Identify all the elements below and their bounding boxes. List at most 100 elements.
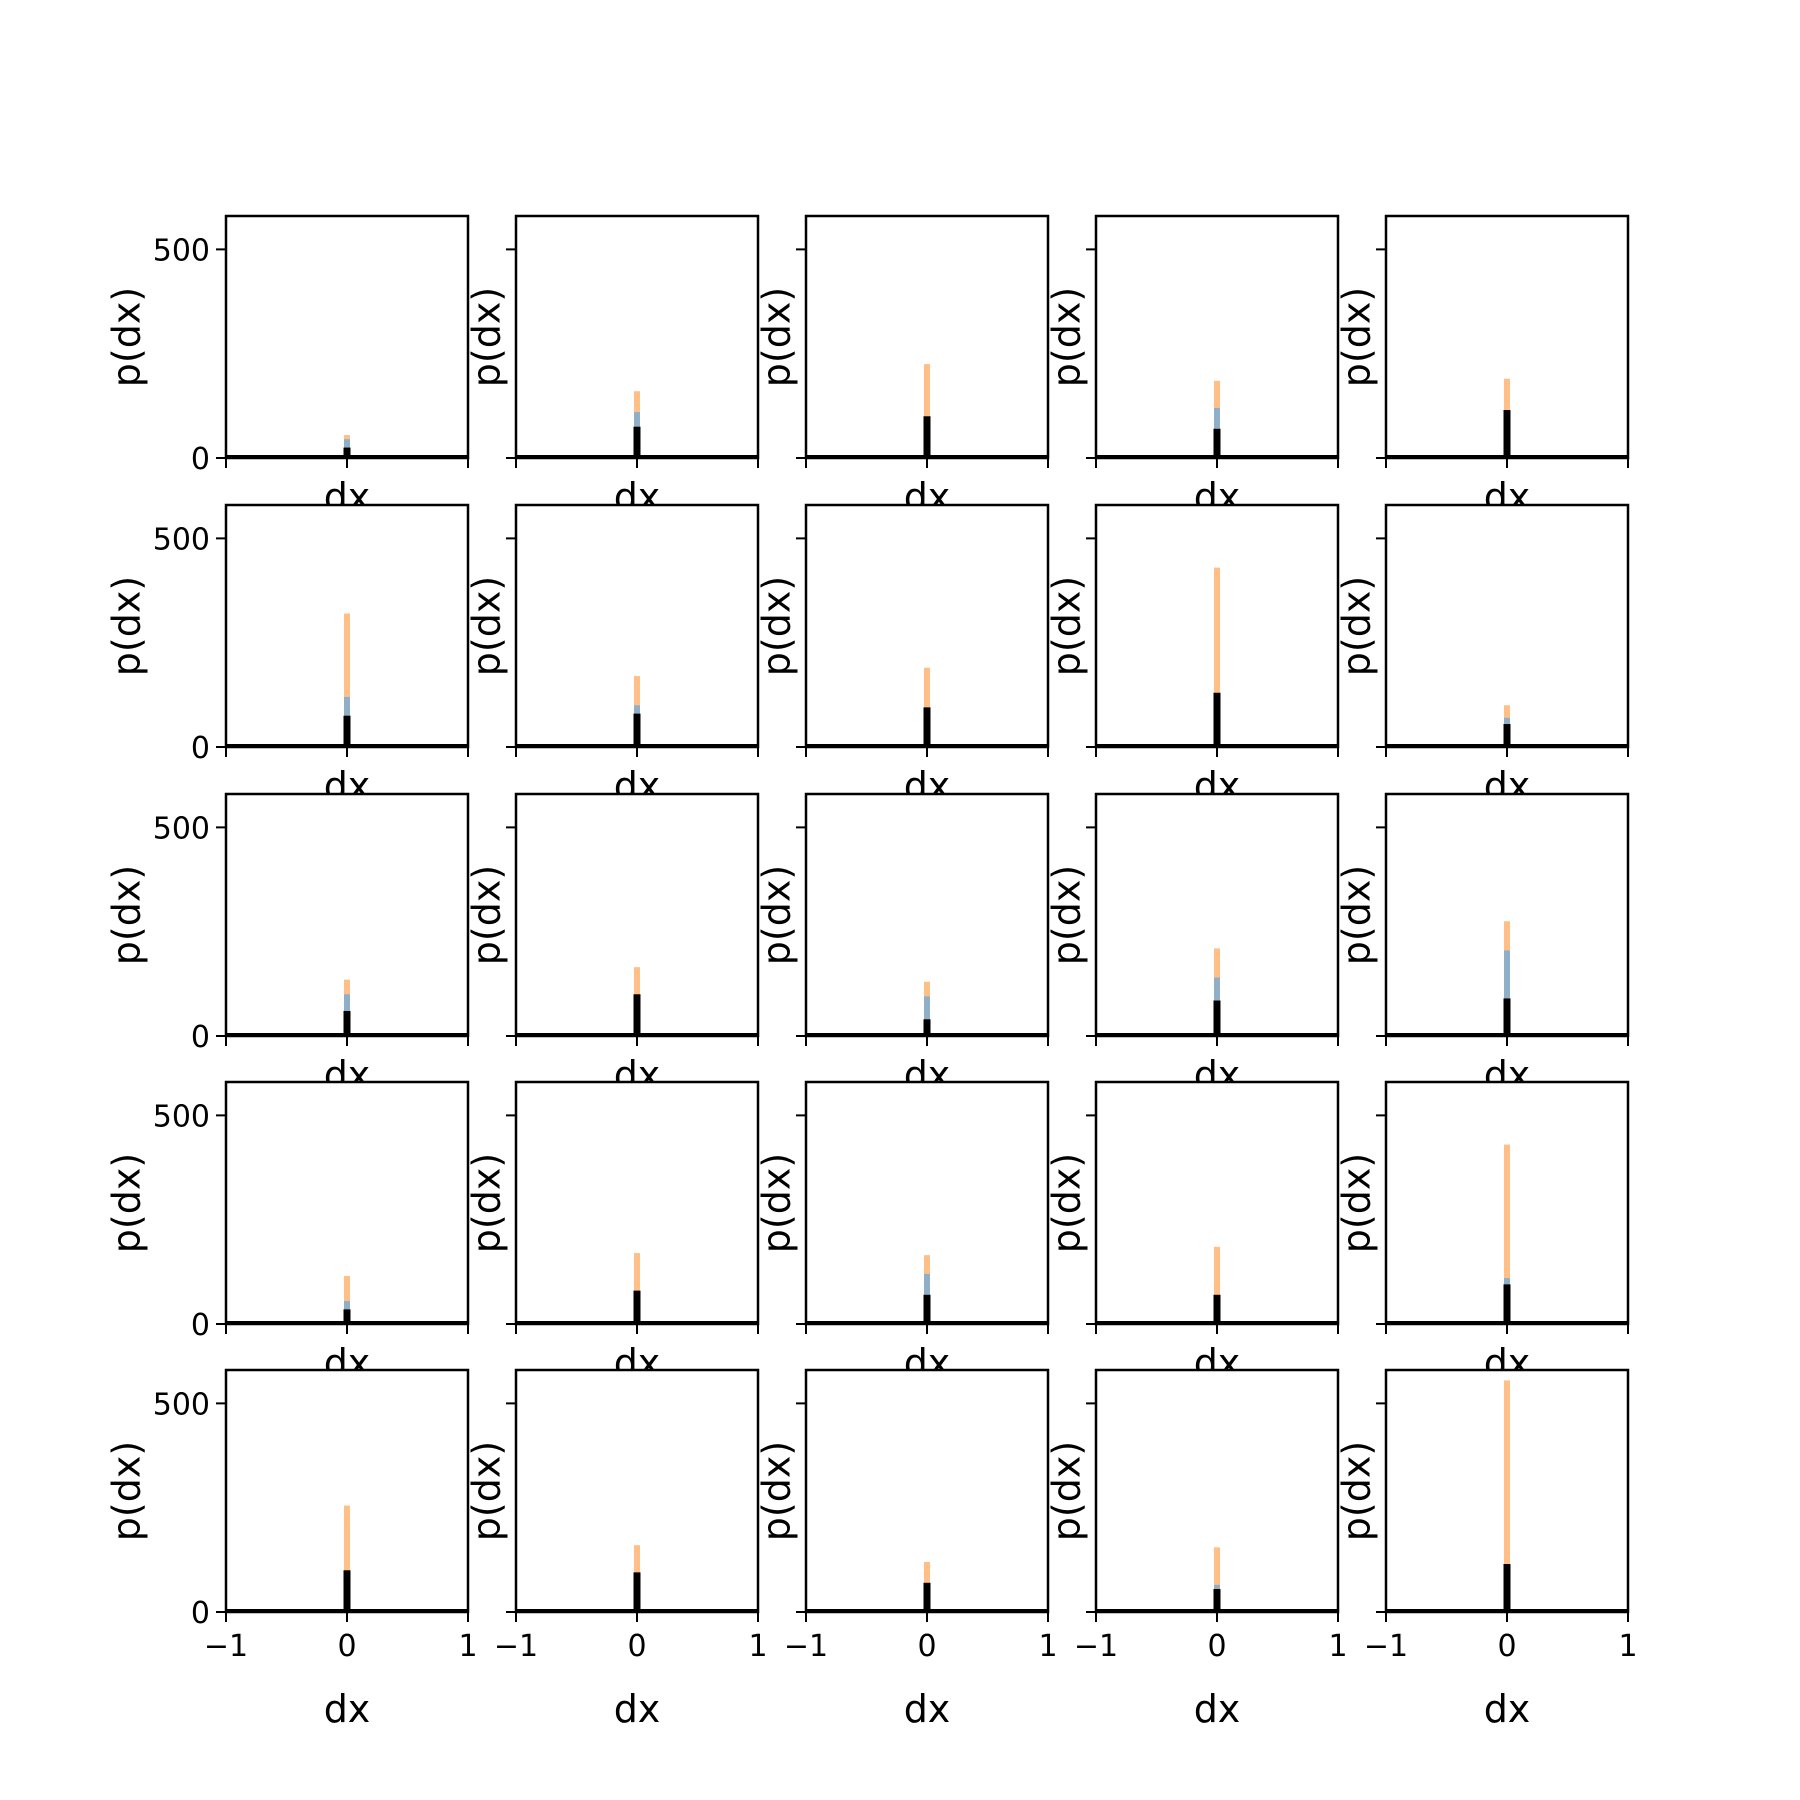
histogram-bar-orange — [1214, 567, 1220, 747]
y-tick-label: 0 — [191, 1308, 210, 1343]
y-axis-label: p(dx) — [464, 865, 508, 965]
y-axis-label: p(dx) — [1334, 1153, 1378, 1253]
y-tick-label: 0 — [191, 731, 210, 766]
y-axis-label: p(dx) — [464, 1441, 508, 1541]
histogram-bar-black — [633, 994, 641, 1036]
subplot-plot-area — [226, 216, 468, 458]
y-tick-label: 500 — [153, 233, 210, 268]
histogram-bar-black — [633, 713, 641, 747]
x-tick-label: −1 — [1364, 1629, 1408, 1664]
x-axis-label: dx — [324, 1687, 371, 1731]
x-tick-label: 1 — [1618, 1629, 1637, 1664]
histogram-bar-black — [1503, 410, 1511, 458]
subplot-r3-c2: dxp(dx) — [464, 792, 760, 1097]
subplot-r5-c3: −1 0 1 dx p(dx) — [754, 1368, 1058, 1731]
y-axis-label: p(dx) — [1044, 287, 1088, 387]
y-axis-label: p(dx) — [464, 287, 508, 387]
x-tick-label: 0 — [337, 1629, 356, 1664]
x-tick-label: 0 — [1497, 1629, 1516, 1664]
histogram-bar-black — [343, 1570, 351, 1612]
x-tick-label: −1 — [784, 1629, 828, 1664]
y-tick-label: 0 — [191, 1596, 210, 1631]
histogram-bar-black — [1213, 1294, 1221, 1324]
y-tick-label: 500 — [153, 811, 210, 846]
histogram-bar-orange — [344, 1505, 350, 1612]
subplot-r1-c5: dxp(dx) — [1334, 214, 1630, 519]
histogram-bar-black — [1213, 1000, 1221, 1036]
subplot-r4-c2: dxp(dx) — [464, 1080, 760, 1385]
x-tick-label: 0 — [1207, 1629, 1226, 1664]
x-tick-label: 0 — [627, 1629, 646, 1664]
histogram-bar-black — [633, 1572, 641, 1612]
subplot-r2-c2: dxp(dx) — [464, 503, 760, 808]
y-axis-label: p(dx) — [104, 287, 148, 387]
histogram-bar-black — [923, 1582, 931, 1612]
histogram-bar-orange — [344, 613, 350, 747]
histogram-bar-black — [923, 1294, 931, 1324]
y-axis-label: p(dx) — [464, 1153, 508, 1253]
x-tick-label: −1 — [1074, 1629, 1118, 1664]
histogram-bar-black — [343, 715, 351, 747]
histogram-bar-black — [1213, 428, 1221, 458]
histogram-bar-black — [343, 1309, 351, 1324]
histogram-bar-black — [1503, 1284, 1511, 1324]
y-axis-label: p(dx) — [754, 1441, 798, 1541]
histogram-bar-black — [923, 707, 931, 747]
histogram-bar-orange — [1504, 1380, 1510, 1612]
histogram-bar-orange — [344, 1276, 350, 1324]
x-axis-label: dx — [904, 1687, 951, 1731]
y-axis-label: p(dx) — [104, 865, 148, 965]
y-axis-label: p(dx) — [754, 287, 798, 387]
histogram-bar-orange — [1504, 1144, 1510, 1324]
histogram-bar-black — [633, 426, 641, 458]
y-tick-label: 0 — [191, 1020, 210, 1055]
histogram-bar-orange — [634, 1253, 640, 1324]
histogram-bar-black — [1503, 998, 1511, 1036]
histogram-bar-black — [1503, 1564, 1511, 1612]
histogram-bar-black — [1503, 724, 1511, 747]
subplot-r1-c4: dxp(dx) — [1044, 214, 1340, 519]
histogram-bar-blue — [924, 996, 930, 1036]
y-axis-label: p(dx) — [754, 865, 798, 965]
y-axis-label: p(dx) — [1334, 865, 1378, 965]
y-tick-label: 500 — [153, 522, 210, 557]
histogram-bar-black — [1213, 1589, 1221, 1612]
y-axis-label: p(dx) — [104, 1153, 148, 1253]
subplot-r5-c2: −1 0 1 dx p(dx) — [464, 1368, 768, 1731]
y-axis-label: p(dx) — [1044, 865, 1088, 965]
y-axis-label: p(dx) — [464, 576, 508, 676]
subplot-r2-c4: dxp(dx) — [1044, 503, 1340, 808]
x-tick-label: 1 — [1038, 1629, 1057, 1664]
x-axis-label: dx — [1194, 1687, 1241, 1731]
histogram-bar-orange — [1214, 1246, 1220, 1324]
y-tick-label: 500 — [153, 1099, 210, 1134]
y-axis-label: p(dx) — [754, 1153, 798, 1253]
subplot-r1-c2: dxp(dx) — [464, 214, 760, 519]
y-axis-label: p(dx) — [754, 576, 798, 676]
histogram-bar-orange — [1214, 1547, 1220, 1612]
y-axis-label: p(dx) — [1044, 1153, 1088, 1253]
subplot-r5-c4: −1 0 1 dx p(dx) — [1044, 1368, 1348, 1731]
x-tick-label: −1 — [204, 1629, 248, 1664]
subplot-r1-c3: dxp(dx) — [754, 214, 1050, 519]
x-axis-label: dx — [1484, 1687, 1531, 1731]
subplot-r3-c3: dxp(dx) — [754, 792, 1050, 1097]
x-tick-label: 1 — [748, 1629, 767, 1664]
histogram-bar-black — [343, 1010, 351, 1036]
histogram-bar-black — [1213, 692, 1221, 747]
subplot-r2-c5: dxp(dx) — [1334, 503, 1630, 808]
x-axis-label: dx — [614, 1687, 661, 1731]
histogram-bar-orange — [924, 364, 930, 458]
histogram-bar-blue — [1504, 950, 1510, 1036]
x-tick-label: 1 — [1328, 1629, 1347, 1664]
subplot-r4-c5: dxp(dx) — [1334, 1080, 1630, 1385]
histogram-bar-black — [923, 1019, 931, 1036]
histogram-bar-black — [923, 416, 931, 458]
y-axis-label: p(dx) — [1044, 576, 1088, 676]
y-axis-label: p(dx) — [1334, 287, 1378, 387]
subplot-r5-c5: −1 0 1 dx p(dx) — [1334, 1368, 1638, 1731]
